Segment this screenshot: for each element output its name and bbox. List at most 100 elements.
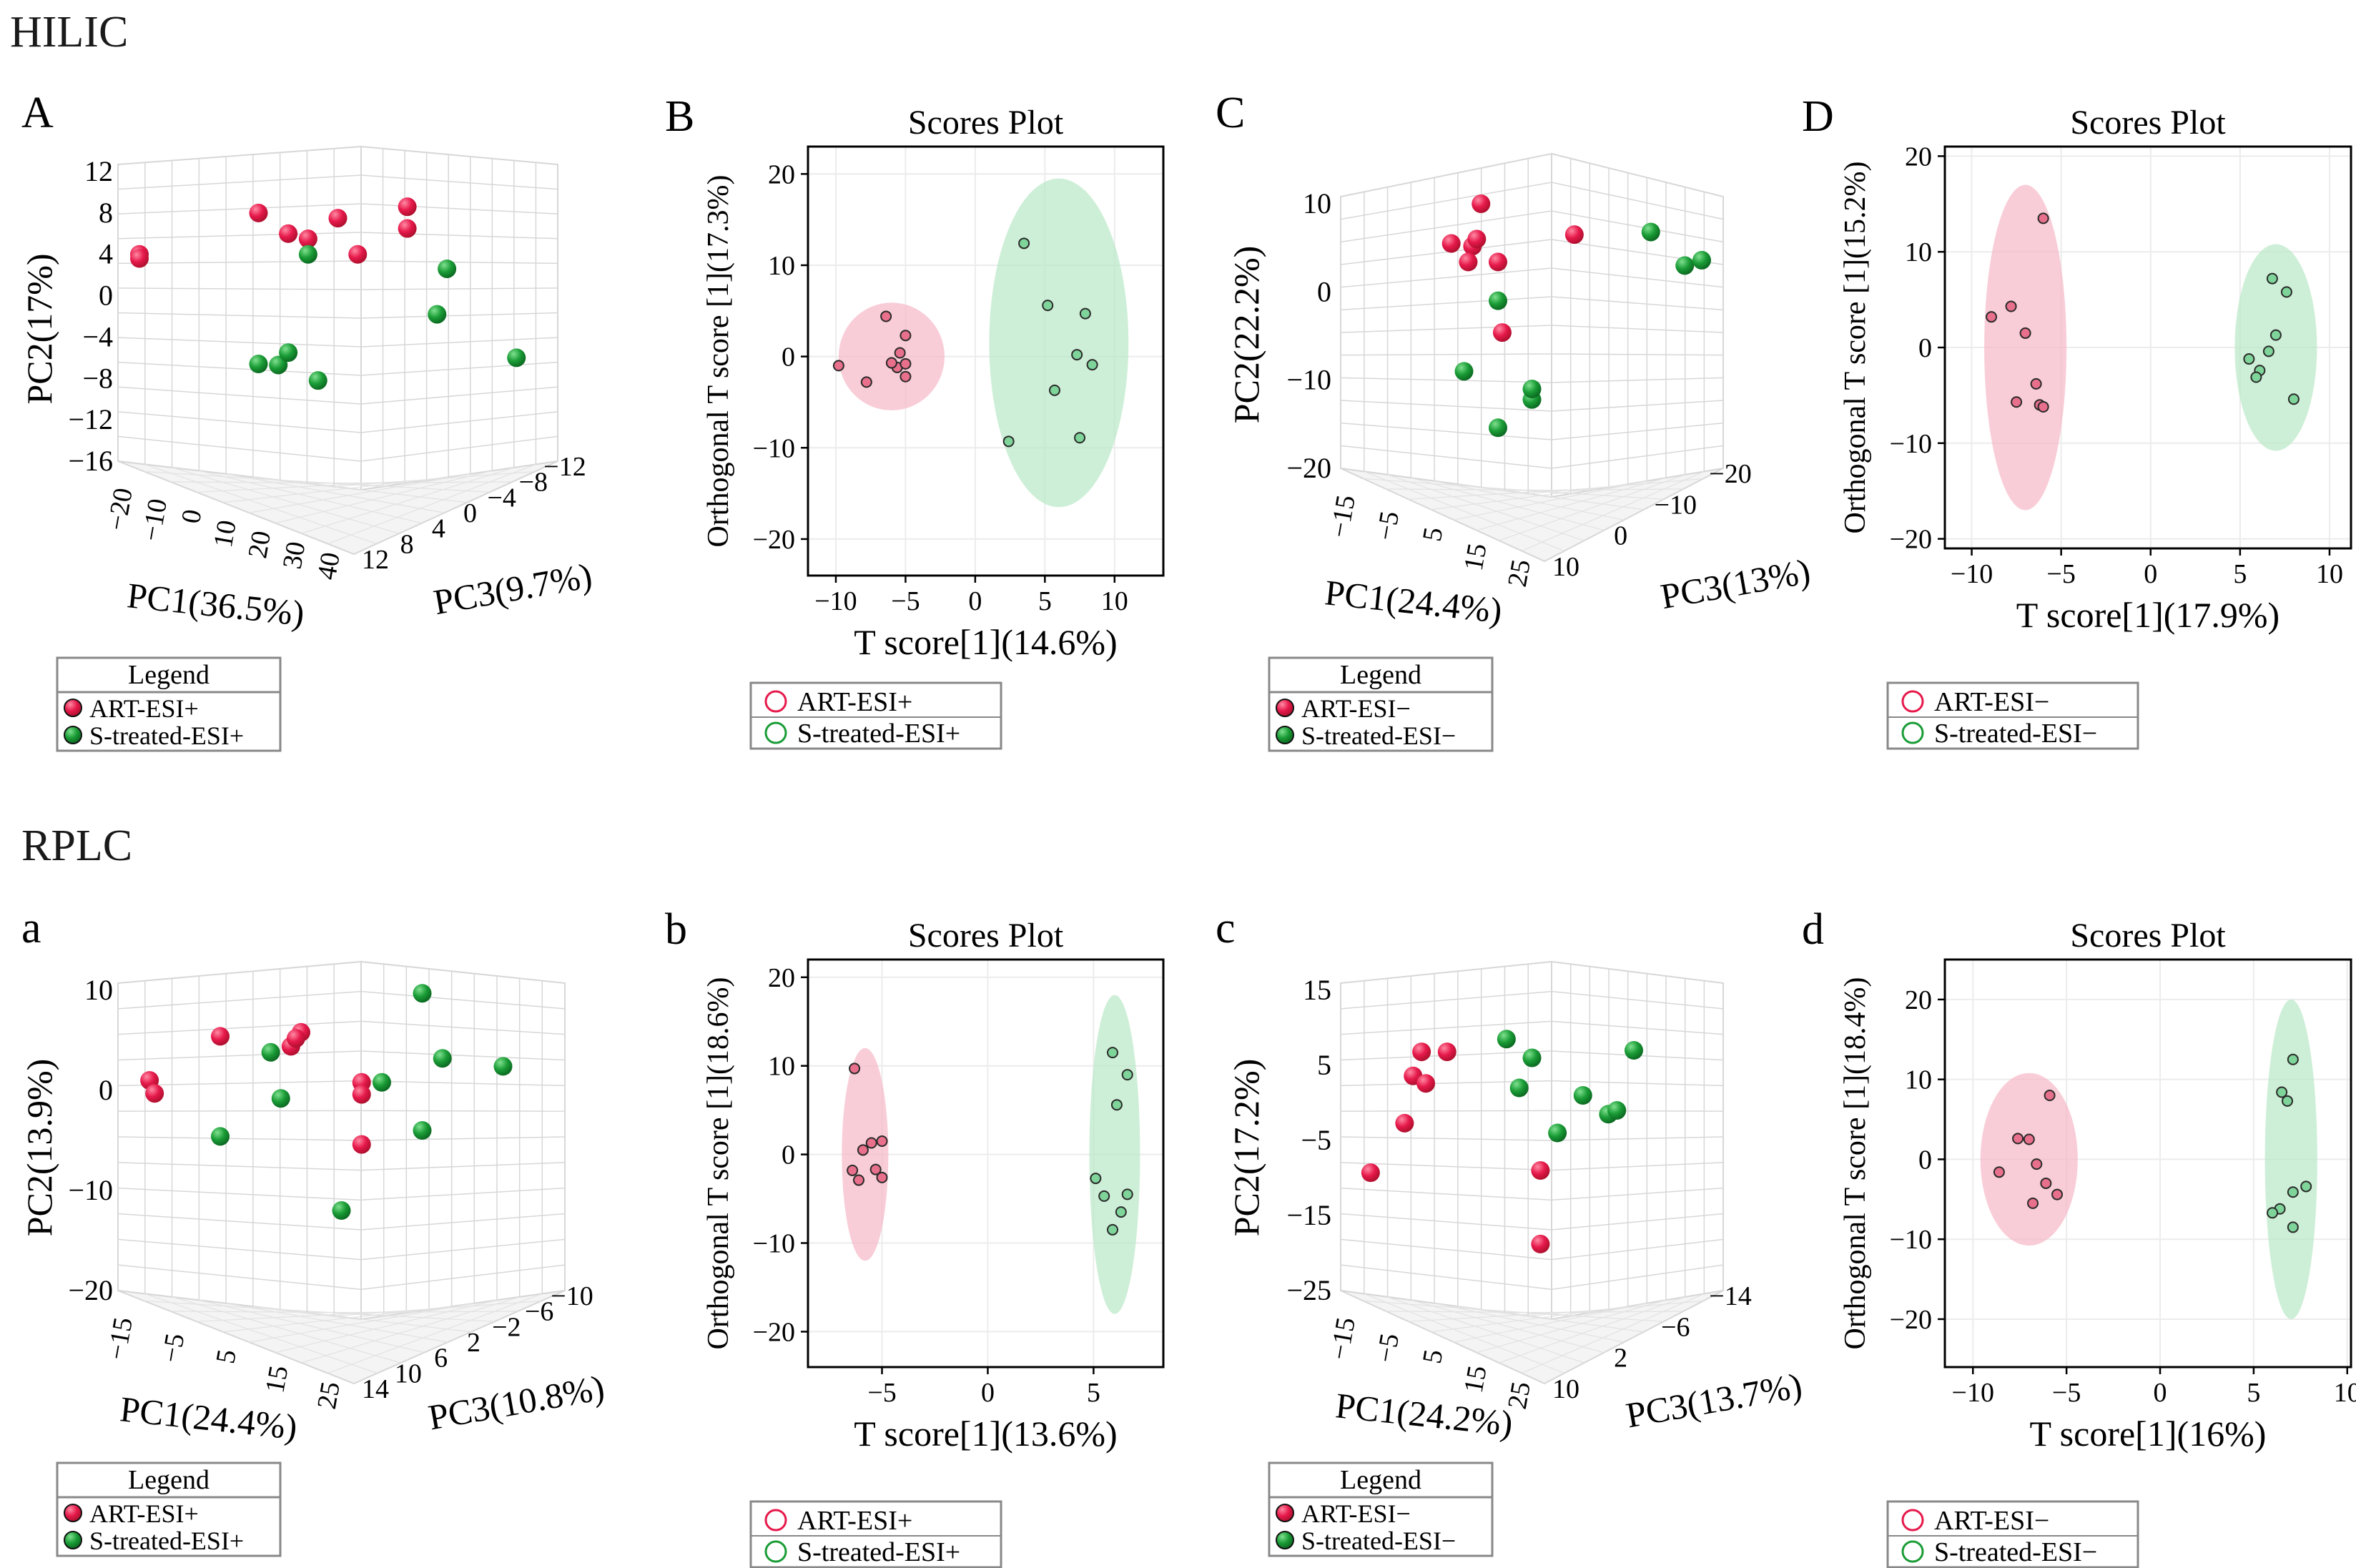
legend-marker <box>1901 1509 1924 1532</box>
legend-marker <box>1276 699 1294 717</box>
gridline <box>1411 477 1605 531</box>
gridline <box>1528 478 1704 495</box>
legend-entry: ART-ESI− <box>1301 694 1411 723</box>
gridline <box>1476 1299 1667 1353</box>
gridline <box>1551 1080 1724 1087</box>
z-axis-label: PC2(22.2%) <box>1226 246 1266 424</box>
gridline <box>1340 239 1552 265</box>
gridline <box>1476 477 1667 531</box>
gridline <box>117 435 362 462</box>
gridline <box>280 1309 495 1322</box>
gridline <box>1457 483 1644 511</box>
z-tick-label: 0 <box>1317 275 1331 307</box>
gridline <box>1411 1299 1605 1353</box>
z-axis-label: PC2(17.2%) <box>1226 1059 1266 1237</box>
data-point <box>857 1144 869 1156</box>
y-tick-label: 10 <box>1552 1374 1579 1404</box>
data-point <box>885 357 897 369</box>
gridline <box>117 990 362 1010</box>
x-tick-label: −5 <box>891 586 920 616</box>
data-point <box>1018 237 1030 250</box>
x-tick-label: −10 <box>1951 559 1993 589</box>
gridline <box>117 260 362 265</box>
data-point <box>1412 1042 1431 1062</box>
legend-entry: S-treated-ESI− <box>1301 721 1456 750</box>
x-tick-label: −5 <box>2046 559 2075 589</box>
x-tick-label: 5 <box>1417 525 1449 543</box>
data-point <box>130 249 149 268</box>
data-point <box>1522 380 1542 398</box>
panel-label: b <box>665 905 687 954</box>
data-point <box>2287 1053 2299 1065</box>
plot-frame <box>1943 958 2352 1369</box>
z-tick-label: 5 <box>1317 1049 1331 1081</box>
gridline <box>1340 296 1552 311</box>
gridline <box>117 203 362 215</box>
gridline <box>1499 1296 1685 1364</box>
x-tick-label: 10 <box>208 518 242 550</box>
legend: Legend ART-ESI+S-treated-ESI+ <box>56 1461 282 1557</box>
confidence-ellipse <box>1980 1073 2078 1246</box>
data-point <box>1548 1123 1567 1143</box>
data-point <box>876 1135 888 1148</box>
x-axis-label: T score[1](16%) <box>2030 1414 2267 1454</box>
x-tick-label: −5 <box>1371 1331 1405 1365</box>
gridline <box>360 361 558 376</box>
legend-entry: ART-ESI+ <box>89 1499 199 1528</box>
x-tick-label: 40 <box>312 550 346 582</box>
y-tick-label: 4 <box>432 514 445 544</box>
data-point <box>2266 272 2278 285</box>
legend-title-box <box>1268 1461 1494 1499</box>
gridline <box>1340 1136 1552 1141</box>
legend: ART-ESI+S-treated-ESI+ <box>749 1500 1002 1568</box>
data-point <box>249 355 268 374</box>
data-point <box>1437 1042 1457 1062</box>
gridline <box>172 467 400 534</box>
data-point <box>261 1042 280 1062</box>
x-tick-label: 5 <box>1417 1347 1449 1366</box>
plot-title: Scores Plot <box>908 917 1064 955</box>
data-point <box>1492 323 1512 342</box>
legend-box <box>1268 1496 1494 1557</box>
gridline <box>117 1080 362 1087</box>
y-tick-label: −10 <box>1655 490 1697 520</box>
gridline <box>360 1213 566 1231</box>
gridline <box>360 435 558 462</box>
data-point <box>2287 393 2300 405</box>
gridline <box>327 1293 543 1374</box>
x-axis-label: PC1(24.4%) <box>1323 572 1504 631</box>
gridline <box>1551 325 1724 333</box>
gridline <box>1340 1110 1552 1112</box>
gridline <box>117 1213 362 1231</box>
z-tick-label: −12 <box>68 403 113 435</box>
legend-title: Legend <box>1340 660 1421 690</box>
x-tick-label: −5 <box>867 1378 896 1408</box>
data-point <box>1042 300 1054 312</box>
legend-marker <box>1901 690 1924 713</box>
legend-box <box>1268 691 1494 752</box>
gridline <box>1340 1213 1552 1231</box>
gridline <box>1340 422 1552 440</box>
gridline <box>117 1020 362 1035</box>
x-tick-label: −5 <box>2052 1378 2081 1408</box>
gridline <box>1522 470 1705 552</box>
y-tick-label: −4 <box>487 483 516 513</box>
legend-box <box>749 1500 1002 1568</box>
y-tick-label: 8 <box>400 529 414 559</box>
data-point <box>348 245 368 264</box>
legend-marker <box>64 1531 82 1549</box>
gridline <box>117 1136 362 1141</box>
confidence-ellipse <box>1089 995 1140 1314</box>
gridline <box>1481 1309 1664 1322</box>
data-point <box>1692 250 1711 270</box>
gridline <box>1551 1162 1724 1171</box>
gridline <box>360 1050 566 1061</box>
data-point <box>1361 1163 1380 1183</box>
x-axis-label: T score[1](17.9%) <box>2016 595 2279 635</box>
data-point <box>413 984 432 1003</box>
data-point <box>1107 1223 1118 1236</box>
y-axis-label: PC3(13.7%) <box>1623 1365 1805 1435</box>
data-point <box>1675 256 1695 275</box>
